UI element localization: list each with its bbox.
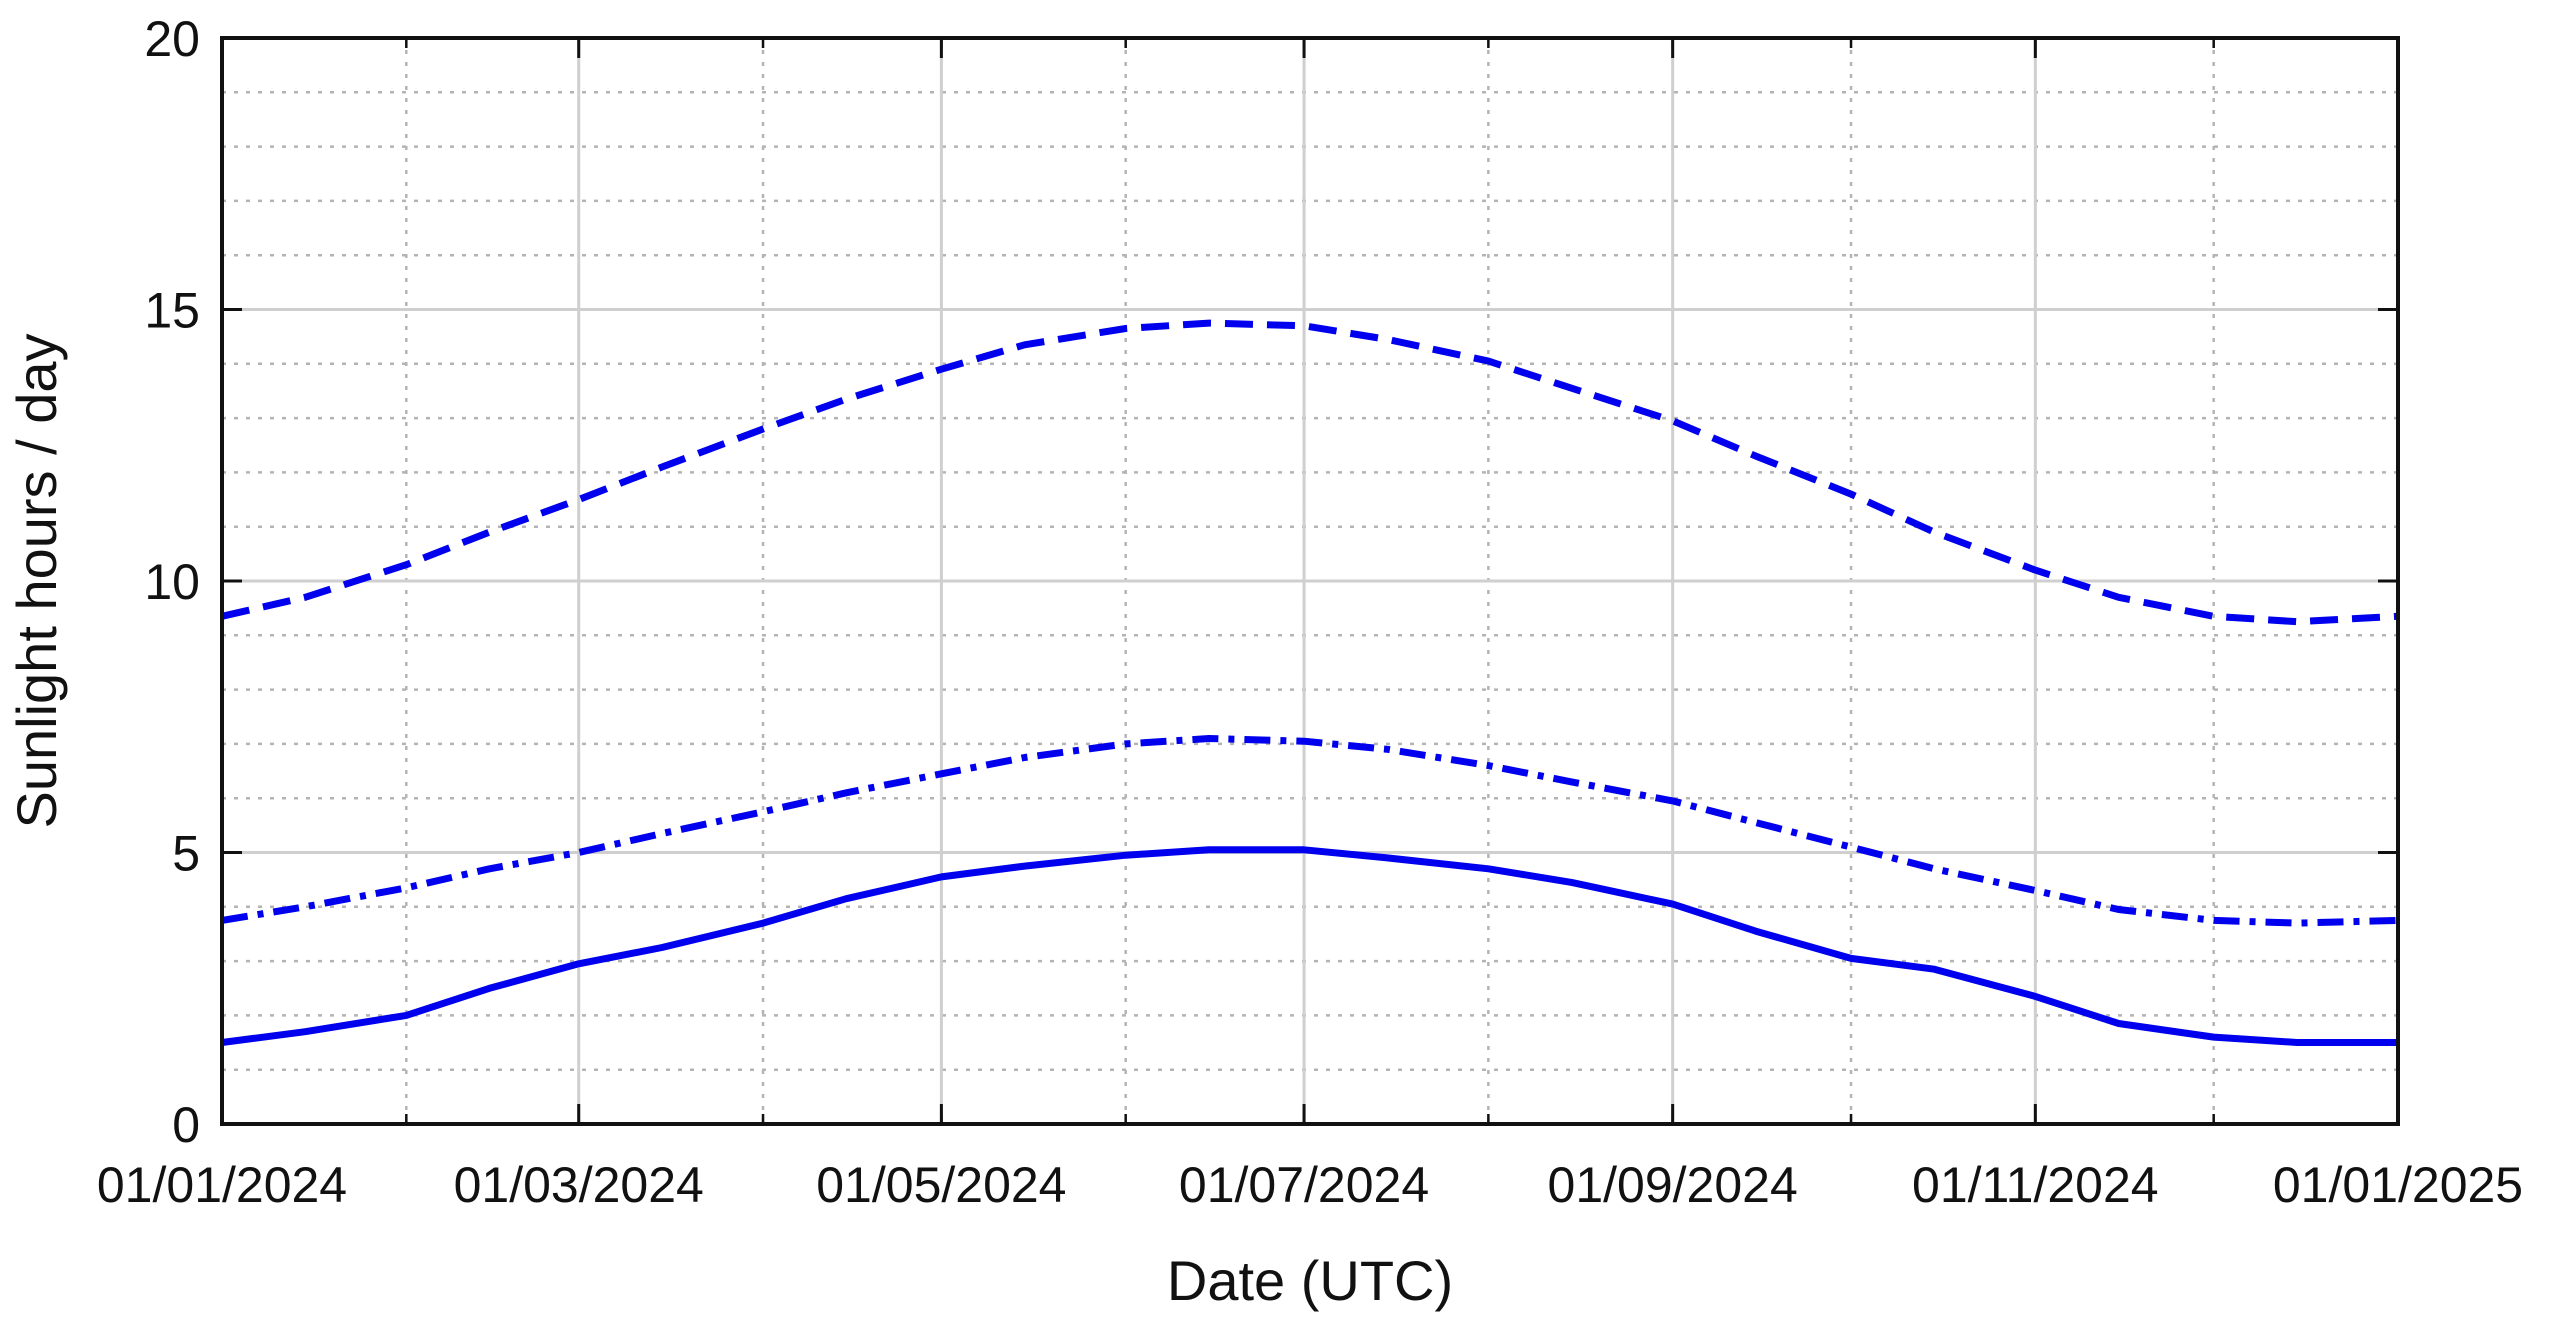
axis-ticks (220, 36, 2400, 1126)
y-tick-label: 5 (172, 826, 200, 882)
x-tick-label: 01/09/2024 (1548, 1157, 1798, 1213)
x-tick-label: 01/11/2024 (1912, 1157, 2159, 1213)
x-tick-label: 01/01/2024 (97, 1157, 347, 1213)
y-tick-label: 10 (144, 554, 200, 610)
y-tick-labels: 0 5 10 15 20 (144, 11, 200, 1153)
x-tick-label: 01/07/2024 (1179, 1157, 1429, 1213)
series-layer (221, 319, 2399, 1046)
y-axis-title: Sunlight hours / day (5, 334, 68, 829)
x-tick-label: 01/03/2024 (454, 1157, 704, 1213)
y-tick-label: 15 (144, 283, 200, 339)
x-tick-label: 01/05/2024 (816, 1157, 1066, 1213)
series-line-dash-dot (221, 735, 2399, 927)
x-axis-title: Date (UTC) (1167, 1249, 1453, 1312)
y-tick-label: 0 (172, 1097, 200, 1153)
x-tick-label: 01/01/2025 (2273, 1157, 2523, 1213)
series-line-solid (221, 846, 2398, 1046)
series-line-dashed (221, 319, 2399, 626)
x-tick-labels: 01/01/2024 01/03/2024 01/05/2024 01/07/2024… (97, 1157, 2523, 1213)
y-tick-label: 20 (144, 11, 200, 67)
